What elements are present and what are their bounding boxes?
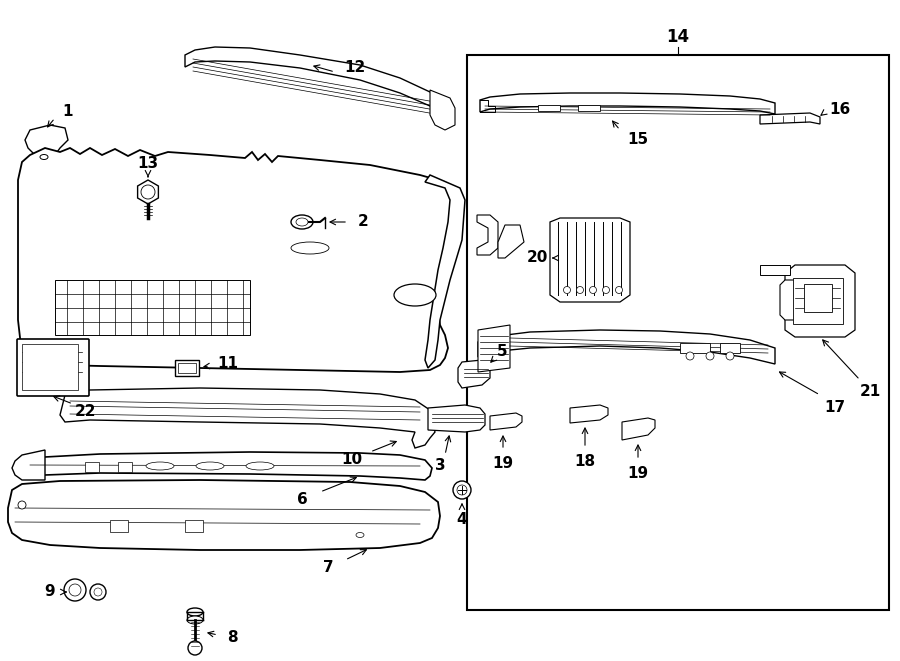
Polygon shape [490, 413, 522, 430]
Bar [804, 284, 832, 312]
Circle shape [457, 485, 467, 495]
Circle shape [24, 360, 32, 368]
Text: 9: 9 [45, 584, 55, 600]
Text: 13: 13 [138, 155, 158, 171]
Ellipse shape [146, 462, 174, 470]
Polygon shape [570, 405, 608, 423]
Ellipse shape [356, 533, 364, 537]
Text: 1: 1 [63, 104, 73, 120]
Text: 18: 18 [574, 453, 596, 469]
FancyBboxPatch shape [17, 339, 89, 396]
Bar [680, 343, 710, 353]
Polygon shape [22, 452, 432, 480]
Ellipse shape [291, 242, 329, 254]
Text: 4: 4 [456, 512, 467, 527]
Circle shape [590, 286, 597, 293]
Text: 5: 5 [497, 344, 508, 360]
Bar [467, 55, 889, 610]
Circle shape [94, 588, 102, 596]
Circle shape [69, 584, 81, 596]
Polygon shape [25, 125, 68, 168]
Text: 7: 7 [323, 561, 333, 576]
Bar [578, 105, 600, 111]
Text: 2: 2 [357, 215, 368, 229]
Polygon shape [138, 180, 158, 204]
Text: 14: 14 [666, 28, 689, 46]
Bar [22, 344, 78, 390]
Ellipse shape [291, 215, 313, 229]
Circle shape [18, 501, 26, 509]
Polygon shape [498, 225, 524, 258]
Bar [118, 462, 132, 472]
Circle shape [141, 185, 155, 199]
Polygon shape [458, 360, 490, 388]
Circle shape [602, 286, 609, 293]
Circle shape [188, 641, 202, 655]
Polygon shape [478, 330, 775, 364]
Ellipse shape [187, 616, 203, 624]
Ellipse shape [40, 155, 48, 159]
Bar [720, 343, 740, 353]
Polygon shape [477, 215, 498, 255]
Polygon shape [425, 175, 465, 368]
Bar [178, 363, 196, 373]
Polygon shape [550, 218, 630, 302]
Polygon shape [60, 388, 435, 448]
Bar [55, 280, 250, 335]
Circle shape [453, 481, 471, 499]
Text: 19: 19 [627, 465, 649, 481]
Circle shape [706, 352, 714, 360]
Text: 21: 21 [860, 385, 880, 399]
Polygon shape [760, 113, 820, 124]
Circle shape [64, 579, 86, 601]
Text: 8: 8 [227, 631, 238, 646]
Text: 15: 15 [627, 132, 649, 147]
Text: 6: 6 [297, 492, 308, 508]
Polygon shape [478, 325, 510, 372]
Text: 19: 19 [492, 455, 514, 471]
Polygon shape [185, 47, 440, 113]
Polygon shape [780, 280, 795, 320]
Text: 22: 22 [74, 405, 95, 420]
Ellipse shape [296, 218, 308, 226]
Circle shape [686, 352, 694, 360]
Polygon shape [760, 265, 790, 275]
Text: 3: 3 [435, 459, 446, 473]
Ellipse shape [246, 462, 274, 470]
Bar [175, 360, 199, 376]
Bar [110, 520, 128, 532]
Text: 16: 16 [830, 102, 850, 118]
Circle shape [726, 352, 734, 360]
Text: 10: 10 [341, 453, 363, 467]
Circle shape [563, 286, 571, 293]
Polygon shape [622, 418, 655, 440]
Text: 12: 12 [345, 61, 365, 75]
Circle shape [577, 286, 583, 293]
Circle shape [24, 371, 32, 377]
Polygon shape [480, 93, 775, 114]
Polygon shape [430, 90, 455, 130]
Ellipse shape [394, 284, 436, 306]
Polygon shape [8, 480, 440, 550]
Ellipse shape [187, 608, 203, 616]
Polygon shape [18, 148, 458, 372]
Polygon shape [428, 405, 485, 432]
Text: 11: 11 [218, 356, 238, 371]
Circle shape [24, 350, 32, 358]
Polygon shape [785, 265, 855, 337]
Bar [793, 278, 843, 324]
Polygon shape [12, 450, 45, 480]
Bar [85, 462, 99, 472]
Text: 20: 20 [526, 251, 548, 266]
Text: 17: 17 [824, 401, 846, 416]
Circle shape [90, 584, 106, 600]
Bar [538, 105, 560, 111]
Ellipse shape [196, 462, 224, 470]
Bar [185, 520, 203, 532]
Circle shape [616, 286, 623, 293]
